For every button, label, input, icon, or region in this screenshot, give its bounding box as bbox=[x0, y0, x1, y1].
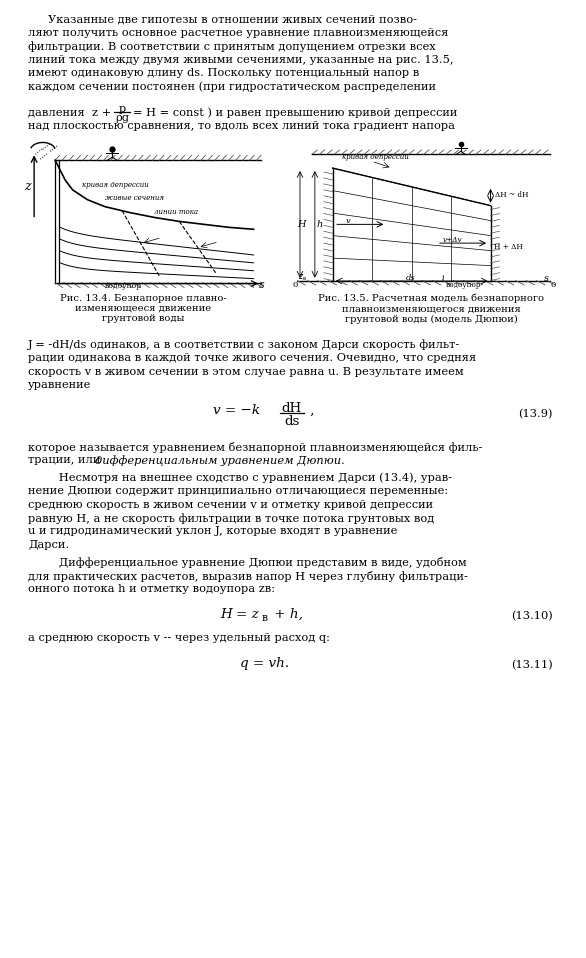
Text: dH: dH bbox=[282, 401, 302, 415]
Text: ds: ds bbox=[406, 274, 415, 282]
Text: v = −k: v = −k bbox=[213, 403, 260, 417]
Text: Дифференциальное уравнение Дюпюи представим в виде, удобном: Дифференциальное уравнение Дюпюи предста… bbox=[48, 558, 467, 568]
Text: скорость v в живом сечении в этом случае равна u. В результате имеем: скорость v в живом сечении в этом случае… bbox=[28, 367, 464, 376]
Text: Указанные две гипотезы в отношении живых сечений позво-: Указанные две гипотезы в отношении живых… bbox=[48, 14, 417, 24]
Text: кривая депрессии: кривая депрессии bbox=[342, 153, 408, 161]
Text: s: s bbox=[544, 274, 549, 283]
Text: живые сечения: живые сечения bbox=[105, 194, 164, 202]
Text: q = vh.: q = vh. bbox=[240, 656, 289, 670]
Text: i: i bbox=[441, 274, 444, 282]
Text: линии тока: линии тока bbox=[154, 208, 199, 216]
Text: Несмотря на внешнее сходство с уравнением Дарси (13.4), урав-: Несмотря на внешнее сходство с уравнение… bbox=[48, 472, 452, 483]
Text: ляют получить основное расчетное уравнение плавноизменяющейся: ляют получить основное расчетное уравнен… bbox=[28, 28, 448, 37]
Text: ΔH ~ dH: ΔH ~ dH bbox=[495, 191, 529, 198]
Text: дифференциальным уравнением Дюпюи.: дифференциальным уравнением Дюпюи. bbox=[95, 455, 345, 466]
Text: Рис. 13.4. Безнапорное плавно-
изменяющееся движение
грунтовой воды: Рис. 13.4. Безнапорное плавно- изменяюще… bbox=[60, 293, 226, 323]
Text: v+Δv: v+Δv bbox=[443, 236, 462, 243]
Text: ,: , bbox=[306, 403, 315, 417]
Text: трации, или: трации, или bbox=[28, 455, 104, 465]
Text: онного потока h и отметку водоупора zв:: онного потока h и отметку водоупора zв: bbox=[28, 584, 275, 595]
Text: кривая депрессии: кривая депрессии bbox=[83, 181, 149, 189]
Text: (13.9): (13.9) bbox=[519, 408, 553, 419]
Text: H: H bbox=[298, 220, 306, 229]
Text: уравнение: уравнение bbox=[28, 380, 91, 390]
Text: s: s bbox=[258, 280, 264, 290]
Text: в: в bbox=[262, 613, 268, 623]
Text: линий тока между двумя живыми сечениями, указанные на рис. 13.5,: линий тока между двумя живыми сечениями,… bbox=[28, 55, 454, 64]
Text: которое называется уравнением безнапорной плавноизменяющейся филь-: которое называется уравнением безнапорно… bbox=[28, 442, 482, 452]
Text: 0: 0 bbox=[550, 281, 556, 289]
Text: а среднюю скорость v -- через удельный расход q:: а среднюю скорость v -- через удельный р… bbox=[28, 633, 330, 643]
Text: имеют одинаковую длину ds. Поскольку потенциальный напор в: имеют одинаковую длину ds. Поскольку пот… bbox=[28, 68, 419, 78]
Text: z: z bbox=[24, 180, 31, 193]
Text: J = -dH/ds одинаков, а в соответствии с законом Дарси скорость фильт-: J = -dH/ds одинаков, а в соответствии с … bbox=[28, 339, 460, 351]
Text: u и гидродинамический уклон J, которые входят в уравнение: u и гидродинамический уклон J, которые в… bbox=[28, 527, 397, 536]
Text: каждом сечении постоянен (при гидростатическом распределении: каждом сечении постоянен (при гидростати… bbox=[28, 81, 436, 92]
Text: водоупор: водоупор bbox=[446, 281, 481, 289]
Text: фильтрации. В соответствии с принятым допущением отрезки всех: фильтрации. В соответствии с принятым до… bbox=[28, 41, 435, 52]
Text: над плоскостью сравнения, то вдоль всех линий тока градиент напора: над плоскостью сравнения, то вдоль всех … bbox=[28, 121, 455, 130]
Text: Дарси.: Дарси. bbox=[28, 540, 69, 550]
Text: ρg: ρg bbox=[115, 113, 129, 123]
Text: Рис. 13.5. Расчетная модель безнапорного
плавноизменяющегося движения
грунтовой : Рис. 13.5. Расчетная модель безнапорного… bbox=[318, 293, 544, 324]
Text: равную H, а не скорость фильтрации в точке потока грунтовых вод: равную H, а не скорость фильтрации в точ… bbox=[28, 513, 434, 524]
Text: для практических расчетов, выразив напор H через глубину фильтраци-: для практических расчетов, выразив напор… bbox=[28, 571, 468, 582]
Text: = H = const ) и равен превышению кривой депрессии: = H = const ) и равен превышению кривой … bbox=[133, 107, 458, 118]
Text: $z_{\rm в}$: $z_{\rm в}$ bbox=[298, 273, 308, 284]
Text: ds: ds bbox=[284, 415, 300, 427]
Text: v: v bbox=[346, 217, 351, 225]
Text: давления  z +: давления z + bbox=[28, 107, 111, 117]
Text: рации одинакова в каждой точке живого сечения. Очевидно, что средняя: рации одинакова в каждой точке живого се… bbox=[28, 353, 476, 363]
Text: H = z: H = z bbox=[220, 608, 259, 621]
Text: водоупор: водоупор bbox=[105, 282, 142, 290]
Text: h: h bbox=[316, 220, 323, 229]
Text: (13.11): (13.11) bbox=[511, 659, 553, 670]
Text: 0: 0 bbox=[293, 281, 298, 289]
Text: p: p bbox=[118, 104, 125, 114]
Text: среднюю скорость в живом сечении v и отметку кривой депрессии: среднюю скорость в живом сечении v и отм… bbox=[28, 499, 433, 510]
Text: (13.10): (13.10) bbox=[511, 611, 553, 622]
Text: + h,: + h, bbox=[270, 608, 303, 621]
Text: нение Дюпюи содержит принципиально отличающиеся переменные:: нение Дюпюи содержит принципиально отлич… bbox=[28, 486, 448, 496]
Text: H + ΔH: H + ΔH bbox=[493, 243, 522, 251]
